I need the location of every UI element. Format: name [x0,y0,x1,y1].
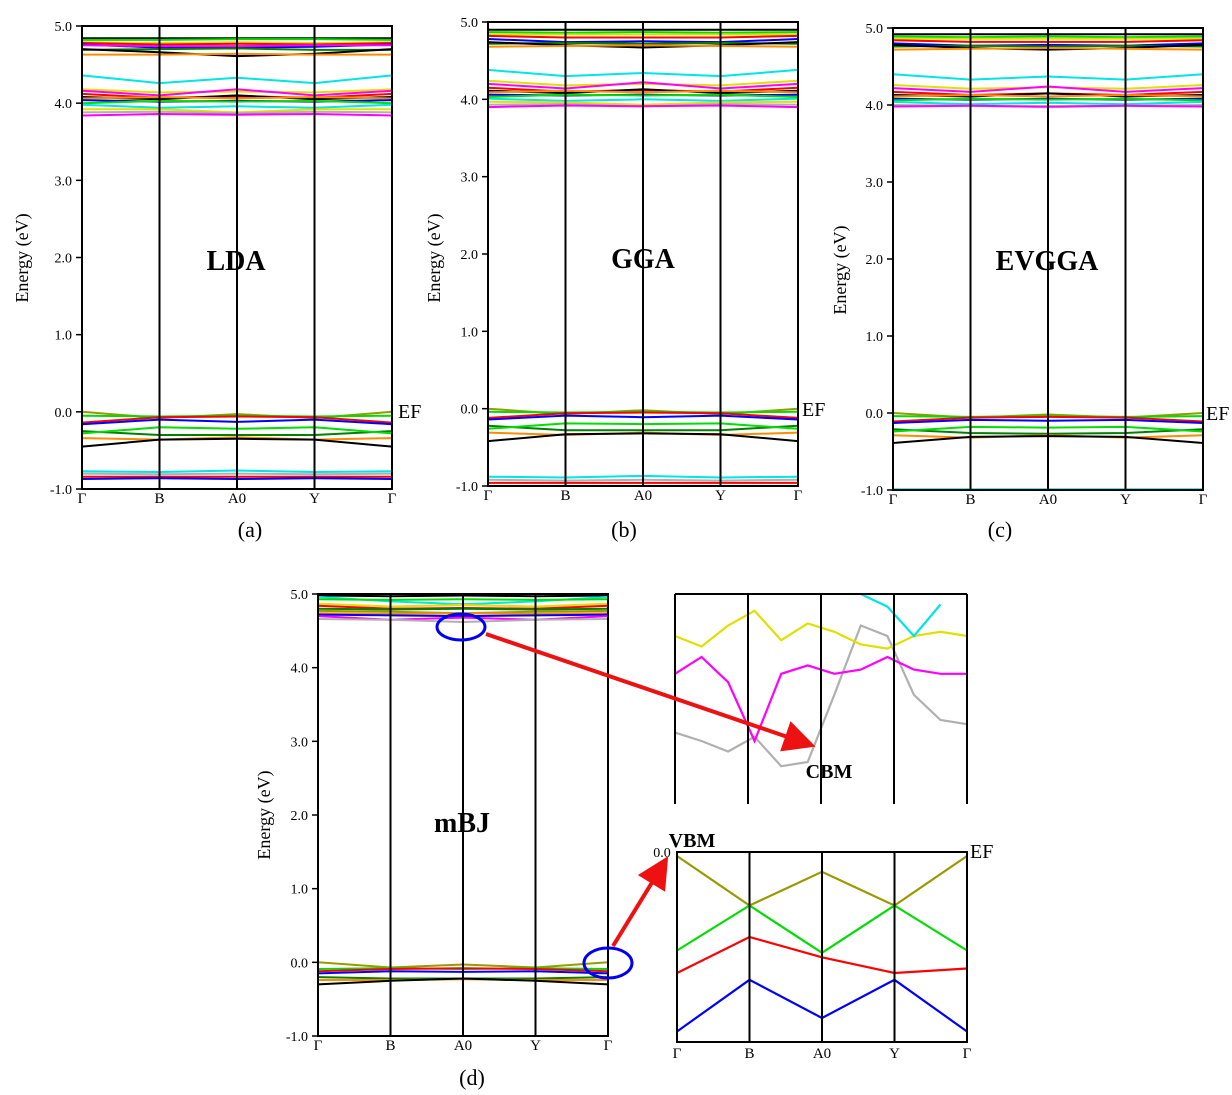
fermi-label: EF [398,401,421,423]
y-tick-label: 4.0 [55,97,73,112]
inset-cbm: CBM [674,593,968,804]
x-tick-label: B [154,491,164,507]
y-tick-label: 2.0 [866,253,884,268]
x-tick-label: Γ [388,491,397,507]
y-tick-label: 5.0 [866,22,884,37]
x-tick-label: A0 [634,488,652,504]
y-tick-label: 2.0 [55,252,73,267]
method-title: LDA [206,246,266,277]
cbm-band-line [860,593,942,638]
y-tick-label: 5.0 [291,588,309,603]
y-tick-label: -1.0 [50,483,72,498]
y-axis-label: Energy (eV) [254,770,275,859]
x-tick-label: Y [309,491,320,507]
cbm-arrow [485,632,816,752]
x-tick-label: A0 [228,491,246,507]
y-tick-label: 0.0 [866,407,884,422]
x-tick-label: B [560,488,570,504]
x-tick-label: Γ [889,492,898,508]
panel-caption: (b) [611,517,637,542]
x-tick-label: Γ [604,1038,613,1054]
y-axis-label: Energy (eV) [830,225,851,314]
vbm-highlight-ellipse [582,946,634,980]
y-tick-label: 4.0 [291,662,309,677]
x-tick-label: Γ [314,1038,323,1054]
y-tick-label: 3.0 [866,176,884,191]
y-tick-label: 1.0 [461,325,479,340]
y-tick-label: -1.0 [861,484,883,499]
y-tick-label: 5.0 [55,20,73,35]
y-tick-label: 4.0 [461,93,479,108]
cbm-label: CBM [806,761,853,783]
y-axis-label: Energy (eV) [424,213,445,302]
y-tick-label: 1.0 [291,883,309,898]
y-tick-label: 3.0 [291,735,309,750]
x-tick-label: Γ [794,488,803,504]
y-tick-label: 5.0 [461,16,479,31]
method-title: mBJ [434,808,490,839]
y-tick-label: -1.0 [456,480,478,495]
x-tick-label: A0 [1039,492,1057,508]
y-tick-label: 3.0 [461,171,479,186]
panel-caption: (c) [988,517,1012,542]
x-tick-label: B [965,492,975,508]
method-title: GGA [611,244,676,275]
y-tick-label: 4.0 [866,99,884,114]
x-tick-label: B [385,1038,395,1054]
vbm-label: VBM [669,830,716,852]
y-tick-label: -1.0 [286,1030,308,1045]
y-tick-label: 0.0 [55,406,73,421]
fermi-label: EF [802,399,825,421]
panel-mbj: -1.0 0.0 1.0 2.0 3.0 4.0 5.0 Γ B A0 Y Γ Energy (eV) m… [254,588,613,1090]
fermi-label: EF [1206,403,1229,425]
y-axis-label: Energy (eV) [12,213,33,302]
y-tick-label: 1.0 [55,329,73,344]
y-tick-label: 0.0 [461,403,479,418]
panel-gga: -1.0 0.0 1.0 2.0 3.0 4.0 5.0 Γ B A0 Y Γ Energy (eV) G… [424,16,825,542]
x-tick-label: Γ [1199,492,1208,508]
y-tick-label: 3.0 [55,174,73,189]
x-tick-label: Γ [963,1046,972,1062]
method-title: EVGGA [996,246,1099,277]
vbm-arrow [611,856,669,948]
x-tick-label: Y [889,1046,900,1062]
x-tick-label: Γ [78,491,87,507]
x-tick-label: A0 [813,1046,831,1062]
x-tick-label: Y [530,1038,541,1054]
panel-evgga: -1.0 0.0 1.0 2.0 3.0 4.0 5.0 Γ B A0 Y Γ Energy (eV) E… [830,22,1229,542]
panel-caption: (a) [238,517,262,542]
x-tick-label: B [744,1046,754,1062]
x-tick-label: Γ [484,488,493,504]
y-tick-label: 1.0 [866,330,884,345]
annotations [435,612,816,980]
panel-lda: -1.0 0.0 1.0 2.0 3.0 4.0 5.0 Γ B A0 Y Γ Energy (eV) L… [12,20,421,542]
x-tick-label: Y [715,488,726,504]
panel-caption: (d) [459,1065,485,1090]
x-tick-label: Y [1120,492,1131,508]
y-tick-label: 2.0 [291,809,309,824]
x-tick-label: Γ [673,1046,682,1062]
y-tick-label: 0.0 [291,956,309,971]
cbm-highlight-ellipse [435,612,487,642]
y-tick-label: 2.0 [461,248,479,263]
x-tick-label: A0 [454,1038,472,1054]
fermi-label: EF [970,841,993,863]
